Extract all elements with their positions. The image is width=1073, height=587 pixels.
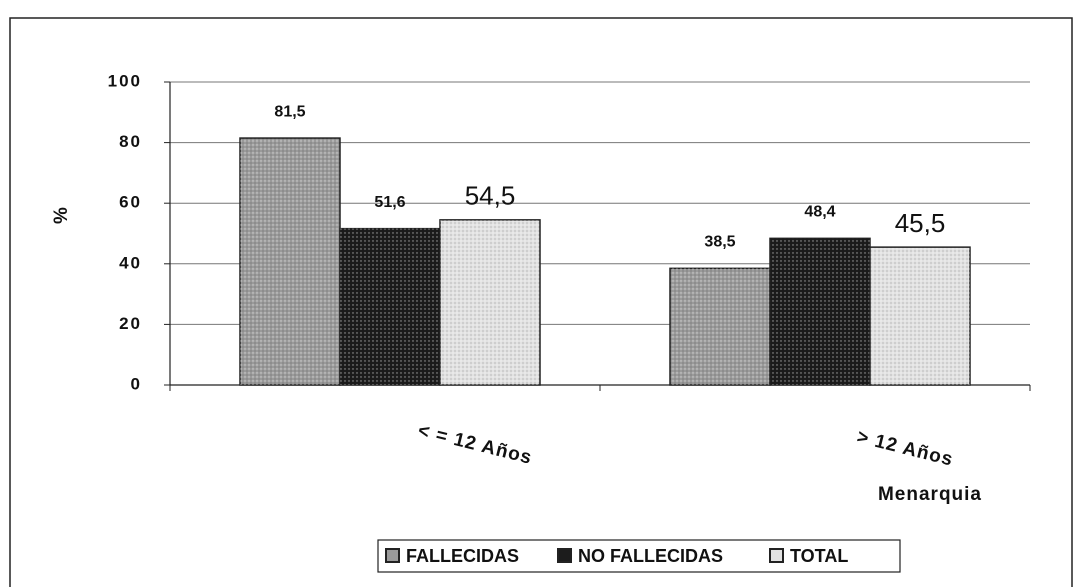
value-label: 38,5 [704, 234, 735, 251]
value-label: 45,5 [895, 208, 946, 238]
legend-box [377, 539, 901, 573]
y-tick-label: 0 [131, 374, 142, 393]
y-tick-label: 40 [119, 253, 142, 272]
bar-texture [440, 219, 540, 385]
bar-texture [670, 268, 770, 385]
bar-texture [340, 228, 440, 385]
y-axis-label: % [51, 206, 72, 224]
x-axis-label: Menarquia [878, 484, 982, 505]
legend-label: NO FALLECIDAS [578, 546, 723, 566]
legend-swatch [385, 548, 400, 563]
legend-label: FALLECIDAS [406, 546, 519, 566]
frame [9, 17, 1073, 587]
value-label: 48,4 [804, 204, 835, 221]
legend-swatch [557, 548, 572, 563]
y-tick-label: 60 [119, 193, 142, 212]
x-tick-label: < = 12 Años [416, 420, 535, 469]
value-label: 81,5 [274, 103, 305, 120]
legend-label: TOTAL [790, 546, 848, 566]
x-tick-label: > 12 Años [855, 426, 956, 470]
bar-texture [770, 238, 870, 385]
value-label: 51,6 [374, 194, 405, 211]
y-tick-label: 80 [119, 132, 142, 151]
value-label: 54,5 [465, 181, 516, 211]
y-tick-label: 20 [119, 314, 142, 333]
bar-texture [240, 138, 340, 385]
legend-swatch [769, 548, 784, 563]
bar-texture [870, 247, 970, 385]
y-tick-label: 100 [108, 71, 142, 90]
